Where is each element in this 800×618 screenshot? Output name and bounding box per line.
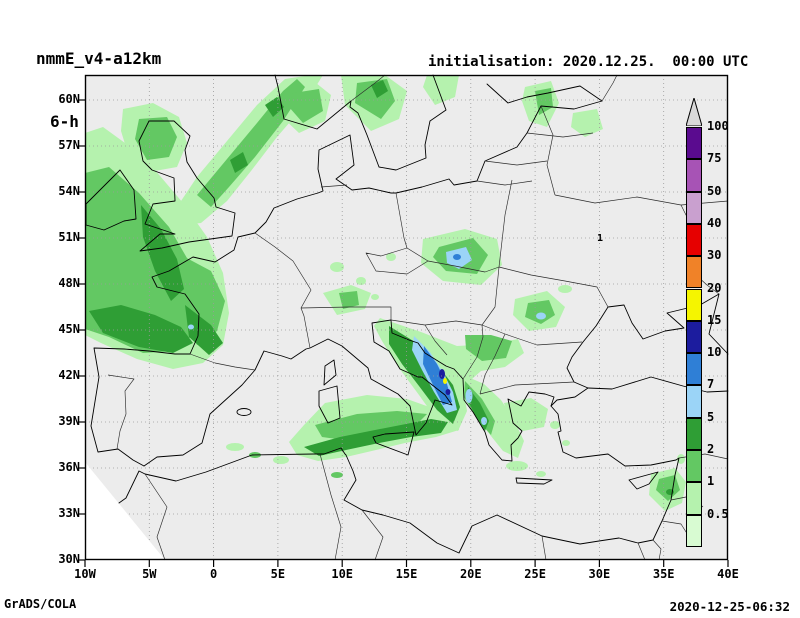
country-borders: [107, 74, 729, 561]
y-axis-label: 33N: [58, 506, 80, 520]
y-axis-label: 48N: [58, 276, 80, 290]
x-axis-label: 10E: [331, 567, 354, 581]
tick-marks: [78, 99, 729, 567]
x-axis-label: 15E: [395, 567, 418, 581]
model-name: nmmE_v4-a12km: [36, 49, 162, 68]
gridlines: [85, 75, 728, 560]
map-plot: 1: [78, 74, 729, 567]
x-axis-label: 0: [209, 567, 218, 581]
y-axis-label: 45N: [58, 322, 80, 336]
y-axis-label: 54N: [58, 184, 80, 198]
precip-shading-10-15: [439, 369, 451, 395]
precip-shading-15-20: [443, 378, 447, 384]
x-axis-label: 35E: [652, 567, 675, 581]
y-axis-label: 39N: [58, 414, 80, 428]
y-axis-label: 36N: [58, 460, 80, 474]
y-axis-label: 42N: [58, 368, 80, 382]
x-axis-label: 20E: [459, 567, 482, 581]
y-axis-label: 30N: [58, 552, 80, 566]
precip-shading-7-10: [423, 254, 461, 405]
x-axis-label: 30E: [588, 567, 611, 581]
x-axis-label: 10W: [74, 567, 96, 581]
x-axis-label: 5W: [142, 567, 157, 581]
x-axis-label: 25E: [524, 567, 546, 581]
coastlines: [85, 74, 729, 554]
timestamp: 2020-12-25-06:32: [669, 599, 790, 614]
x-axis-label: 40E: [717, 567, 739, 581]
x-axis-label: 5E: [270, 567, 286, 581]
credit: GrADS/COLA: [4, 597, 77, 611]
domain-edge-wedge: [85, 462, 165, 560]
init-time: initialisation: 2020.12.25. 00:00 UTC: [428, 54, 749, 70]
y-axis-label: 51N: [58, 230, 80, 244]
contour-value-label: 1: [597, 233, 603, 244]
plot-frame: [84, 74, 729, 561]
